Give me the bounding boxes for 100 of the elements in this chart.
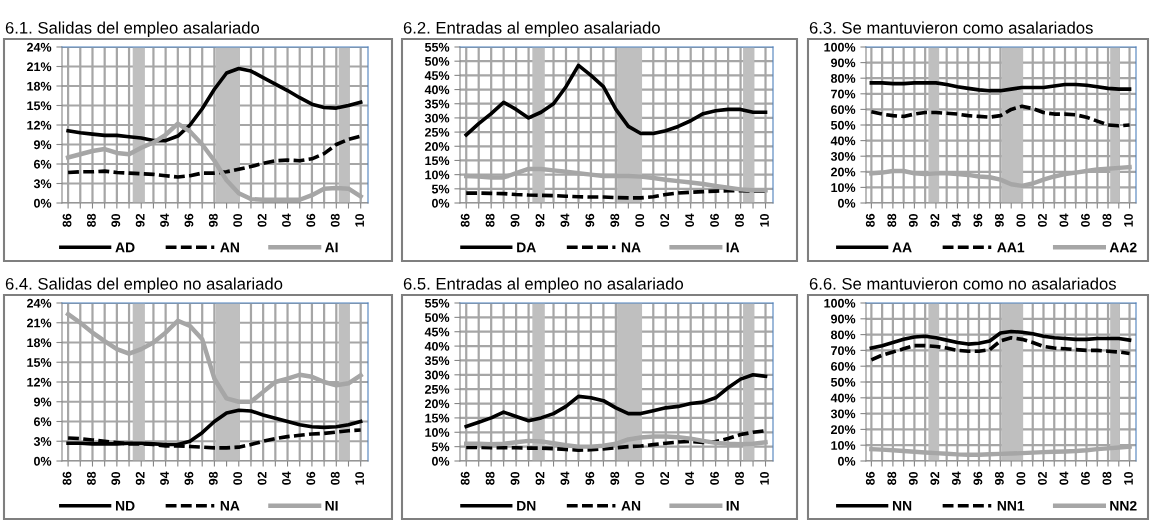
x-tick-label: 92 — [135, 213, 145, 227]
y-tick-label: 0% — [34, 456, 52, 466]
x-tick-label: 02 — [1037, 471, 1047, 485]
x-tick-label: 08 — [1102, 471, 1112, 485]
legend-label: AA1 — [997, 242, 1025, 253]
y-tick-label: 45% — [424, 71, 450, 81]
legend-label: IA — [726, 242, 740, 253]
x-tick-label: 90 — [908, 213, 918, 227]
y-tick-label: 40% — [424, 341, 450, 351]
legend-label: AN — [220, 242, 239, 253]
x-tick-label: 08 — [735, 471, 744, 485]
y-tick-label: 40% — [830, 393, 856, 403]
legend-label: ND — [115, 501, 135, 511]
x-tick-label: 88 — [887, 213, 897, 227]
x-tick-label: 96 — [585, 213, 595, 227]
x-tick-label: 88 — [485, 471, 495, 485]
x-tick-label: 00 — [1016, 471, 1026, 485]
y-tick-label: 24% — [27, 298, 52, 308]
x-tick-label: 98 — [208, 471, 218, 485]
y-tick-label: 10% — [425, 428, 450, 437]
x-tick-label: 10 — [760, 213, 769, 227]
x-tick-label: 00 — [233, 213, 243, 227]
x-tick-label: 88 — [86, 213, 96, 227]
legend-label: NN — [892, 501, 912, 511]
x-tick-label: 10 — [760, 471, 769, 485]
legend-label: AI — [324, 242, 338, 253]
x-tick-label: 02 — [257, 213, 267, 227]
y-tick-label: 35% — [424, 356, 450, 366]
x-tick-label: 06 — [306, 471, 316, 485]
x-tick-label: 02 — [660, 213, 670, 227]
x-tick-label: 04 — [1059, 471, 1069, 485]
x-tick-label: 04 — [282, 213, 291, 227]
chart-title: 6.6. Se mantuvieron como no asalariados — [809, 277, 1116, 290]
y-tick-label: 35% — [424, 99, 450, 109]
x-tick-label: 86 — [62, 213, 72, 227]
legend-label: DA — [517, 242, 536, 253]
legend-label: IN — [726, 501, 739, 511]
legend-label: NA — [220, 501, 240, 511]
x-tick-label: 88 — [485, 213, 495, 227]
y-tick-label: 15% — [425, 413, 450, 423]
y-tick-label: 80% — [830, 74, 856, 83]
x-tick-label: 96 — [585, 471, 595, 485]
x-tick-label: 06 — [306, 213, 316, 227]
x-tick-label: 10 — [355, 213, 365, 227]
y-tick-label: 0% — [34, 198, 52, 208]
x-tick-label: 94 — [951, 471, 961, 485]
legend-label: NA — [621, 242, 641, 253]
legend-label: DN — [517, 501, 536, 511]
y-tick-label: 21% — [27, 318, 52, 328]
x-tick-label: 92 — [535, 471, 545, 485]
x-tick-label: 90 — [510, 471, 520, 485]
x-tick-label: 06 — [1081, 213, 1090, 227]
y-tick-label: 100% — [824, 298, 856, 308]
x-tick-label: 92 — [135, 471, 145, 485]
x-tick-label: 02 — [257, 471, 267, 485]
x-tick-label: 98 — [994, 213, 1004, 227]
y-tick-label: 3% — [33, 437, 52, 446]
y-tick-label: 40% — [830, 136, 856, 146]
x-tick-label: 86 — [865, 213, 875, 227]
y-tick-label: 24% — [27, 42, 52, 52]
x-tick-label: 08 — [330, 471, 340, 485]
x-tick-label: 98 — [994, 471, 1004, 485]
x-tick-label: 08 — [735, 213, 744, 227]
x-tick-label: 86 — [865, 471, 875, 485]
y-tick-label: 0% — [432, 198, 450, 208]
x-tick-label: 98 — [610, 471, 620, 485]
y-tick-label: 55% — [424, 298, 450, 308]
x-tick-label: 86 — [460, 471, 470, 485]
x-tick-label: 86 — [62, 471, 72, 485]
y-tick-label: 10% — [425, 170, 450, 180]
chart-title: 6.2. Entradas al empleo asalariado — [403, 21, 660, 37]
x-tick-label: 94 — [560, 471, 570, 485]
y-tick-label: 90% — [831, 314, 856, 324]
y-tick-label: 12% — [27, 120, 52, 130]
y-tick-label: 10% — [831, 441, 856, 450]
y-tick-label: 6% — [33, 159, 52, 169]
x-tick-label: 88 — [86, 471, 96, 485]
y-tick-label: 5% — [431, 442, 450, 452]
y-tick-label: 5% — [431, 184, 450, 194]
x-tick-label: 04 — [1059, 213, 1069, 227]
y-tick-label: 70% — [831, 346, 856, 356]
y-tick-label: 18% — [27, 81, 52, 91]
x-tick-label: 04 — [685, 471, 695, 485]
x-tick-label: 92 — [535, 213, 545, 227]
x-tick-label: 86 — [460, 213, 470, 227]
x-tick-label: 96 — [184, 471, 194, 485]
x-tick-label: 00 — [233, 471, 243, 485]
chart-title: 6.4. Salidas del empleo no asalariado — [5, 277, 283, 293]
x-tick-label: 02 — [660, 471, 670, 485]
y-tick-label: 80% — [830, 330, 856, 340]
x-tick-label: 98 — [610, 213, 620, 227]
y-tick-label: 30% — [424, 113, 450, 123]
x-tick-label: 90 — [111, 471, 121, 485]
y-tick-label: 40% — [424, 85, 450, 95]
x-tick-label: 00 — [1016, 213, 1026, 227]
y-tick-label: 0% — [838, 198, 856, 208]
y-tick-label: 3% — [33, 179, 52, 189]
y-tick-label: 15% — [425, 156, 450, 166]
x-tick-label: 96 — [973, 471, 983, 485]
x-tick-label: 90 — [510, 213, 520, 227]
